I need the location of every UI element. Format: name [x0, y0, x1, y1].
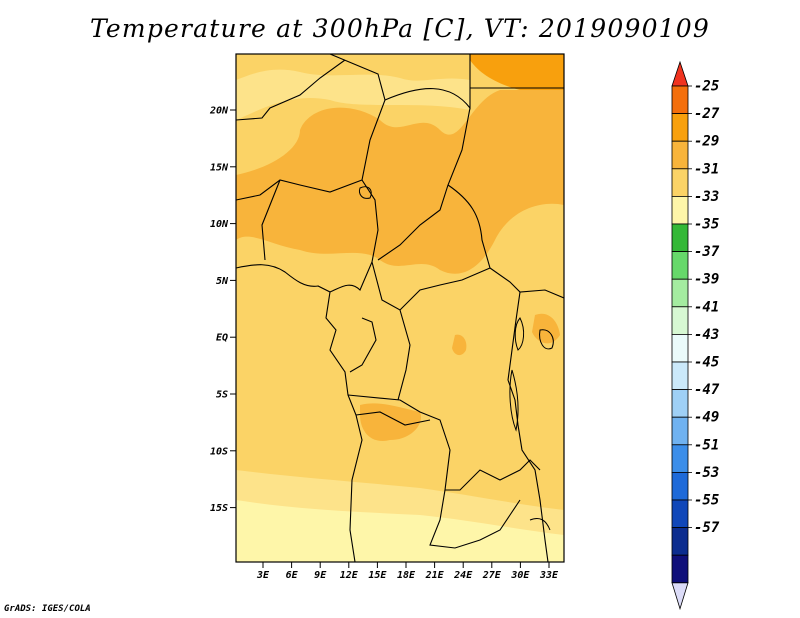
colorbar-label: -41: [694, 299, 719, 315]
lakes-outlines: [359, 186, 554, 531]
colorbar-label: -45: [694, 355, 719, 371]
colorbar-swatch: [671, 195, 689, 225]
colorbar-swatch: [671, 389, 689, 418]
colorbar-swatch: [671, 251, 689, 280]
lon-tick-label: 9E: [314, 570, 327, 581]
lon-tick-label: 18E: [397, 570, 416, 581]
lon-tick-label: 15E: [368, 570, 387, 581]
lat-tick-label: 15N: [210, 162, 229, 173]
colorbar-swatch: [671, 306, 689, 335]
lon-tick-label: 3E: [256, 570, 270, 581]
colorbar-label: -43: [694, 327, 719, 343]
contour-fill-east-patch: [532, 313, 560, 344]
lon-tick-label: 30E: [510, 570, 530, 581]
colorbar-swatch: [671, 140, 689, 170]
lat-tick-label: 15S: [210, 503, 228, 514]
colorbar-swatch: [671, 113, 689, 142]
colorbar-top-triangle: [671, 60, 689, 87]
colorbar-swatch: [671, 444, 689, 473]
contour-fill-29-31: [236, 90, 564, 274]
colorbar-label: -25: [694, 79, 719, 95]
colorbar-swatch: [671, 223, 689, 253]
lat-tick-label: 20N: [209, 106, 229, 117]
colorbar-label: -57: [694, 520, 720, 536]
lon-tick-label: 27E: [482, 570, 502, 581]
colorbar-swatch: [671, 554, 689, 584]
map-frame: [235, 53, 565, 563]
colorbar-swatch: [671, 499, 689, 529]
colorbar-swatch: [671, 471, 689, 501]
lon-tick-label: 12E: [340, 570, 359, 581]
colorbar-label: -53: [694, 465, 719, 481]
contour-fill-north-edge: [236, 54, 470, 81]
lon-tick-label: 21E: [425, 570, 445, 581]
lon-tick-label: 6E: [286, 570, 299, 581]
colorbar-bottom-triangle: [671, 582, 689, 611]
lon-tick-label: 33E: [539, 570, 559, 581]
lat-tick-label: 10S: [210, 446, 228, 457]
colorbar-swatch: [671, 85, 689, 115]
lon-tick-label: 24E: [453, 570, 473, 581]
lat-tick-label: 5N: [216, 276, 229, 287]
contour-fill-27-29: [470, 54, 564, 90]
colorbar-label: -33: [694, 189, 719, 205]
colorbar-swatch: [671, 168, 689, 197]
colorbar-swatch: [671, 361, 689, 391]
colorbar-label: -47: [694, 382, 720, 398]
latitude-axis: 20N 15N 10N 5N EQ 5S 10S 15S: [209, 106, 236, 514]
colorbar-label: -49: [694, 410, 719, 426]
colorbar-label: -37: [694, 244, 720, 260]
colorbar-label: -35: [694, 217, 719, 233]
colorbar-boxes: [671, 60, 689, 611]
contour-fill-congo-patch: [452, 334, 467, 356]
temperature-field: [236, 54, 564, 562]
chart-title: Temperature at 300hPa [C], VT: 201909010…: [90, 14, 710, 43]
colorbar-label: -27: [694, 106, 720, 122]
lat-tick-label: 5S: [216, 390, 228, 401]
colorbar-swatch: [671, 333, 689, 363]
colorbar-labels: -25 -27 -29 -31 -33 -35 -37 -39 -41 -43 -45 -47 -49 -…: [688, 79, 720, 536]
lat-tick-label: EQ: [216, 333, 228, 344]
colorbar-label: -55: [694, 493, 719, 509]
credit-label: GrADS: IGES/COLA: [4, 604, 91, 614]
lat-tick-label: 10N: [210, 219, 229, 230]
colorbar-label: -51: [694, 437, 719, 453]
colorbar-swatch: [671, 527, 689, 556]
colorbar-swatch: [671, 416, 689, 446]
colorbar-label: -39: [694, 272, 719, 288]
contour-fill-35-plus: [236, 500, 564, 562]
country-borders: [236, 54, 564, 562]
colorbar-label: -31: [694, 161, 719, 177]
colorbar-label: -29: [694, 134, 719, 150]
longitude-axis: 3E 6E 9E 12E 15E 18E 21E 24E 27E 30E 33E: [256, 562, 559, 581]
colorbar-swatch: [671, 278, 689, 308]
